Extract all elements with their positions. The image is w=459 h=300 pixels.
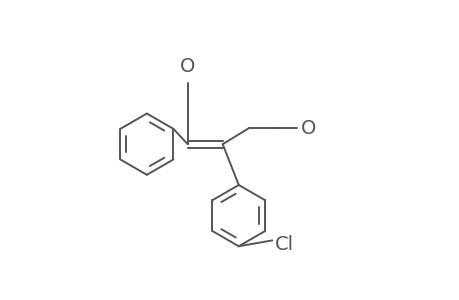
Text: Cl: Cl	[274, 235, 294, 254]
Text: O: O	[179, 57, 195, 76]
Text: O: O	[300, 118, 315, 138]
